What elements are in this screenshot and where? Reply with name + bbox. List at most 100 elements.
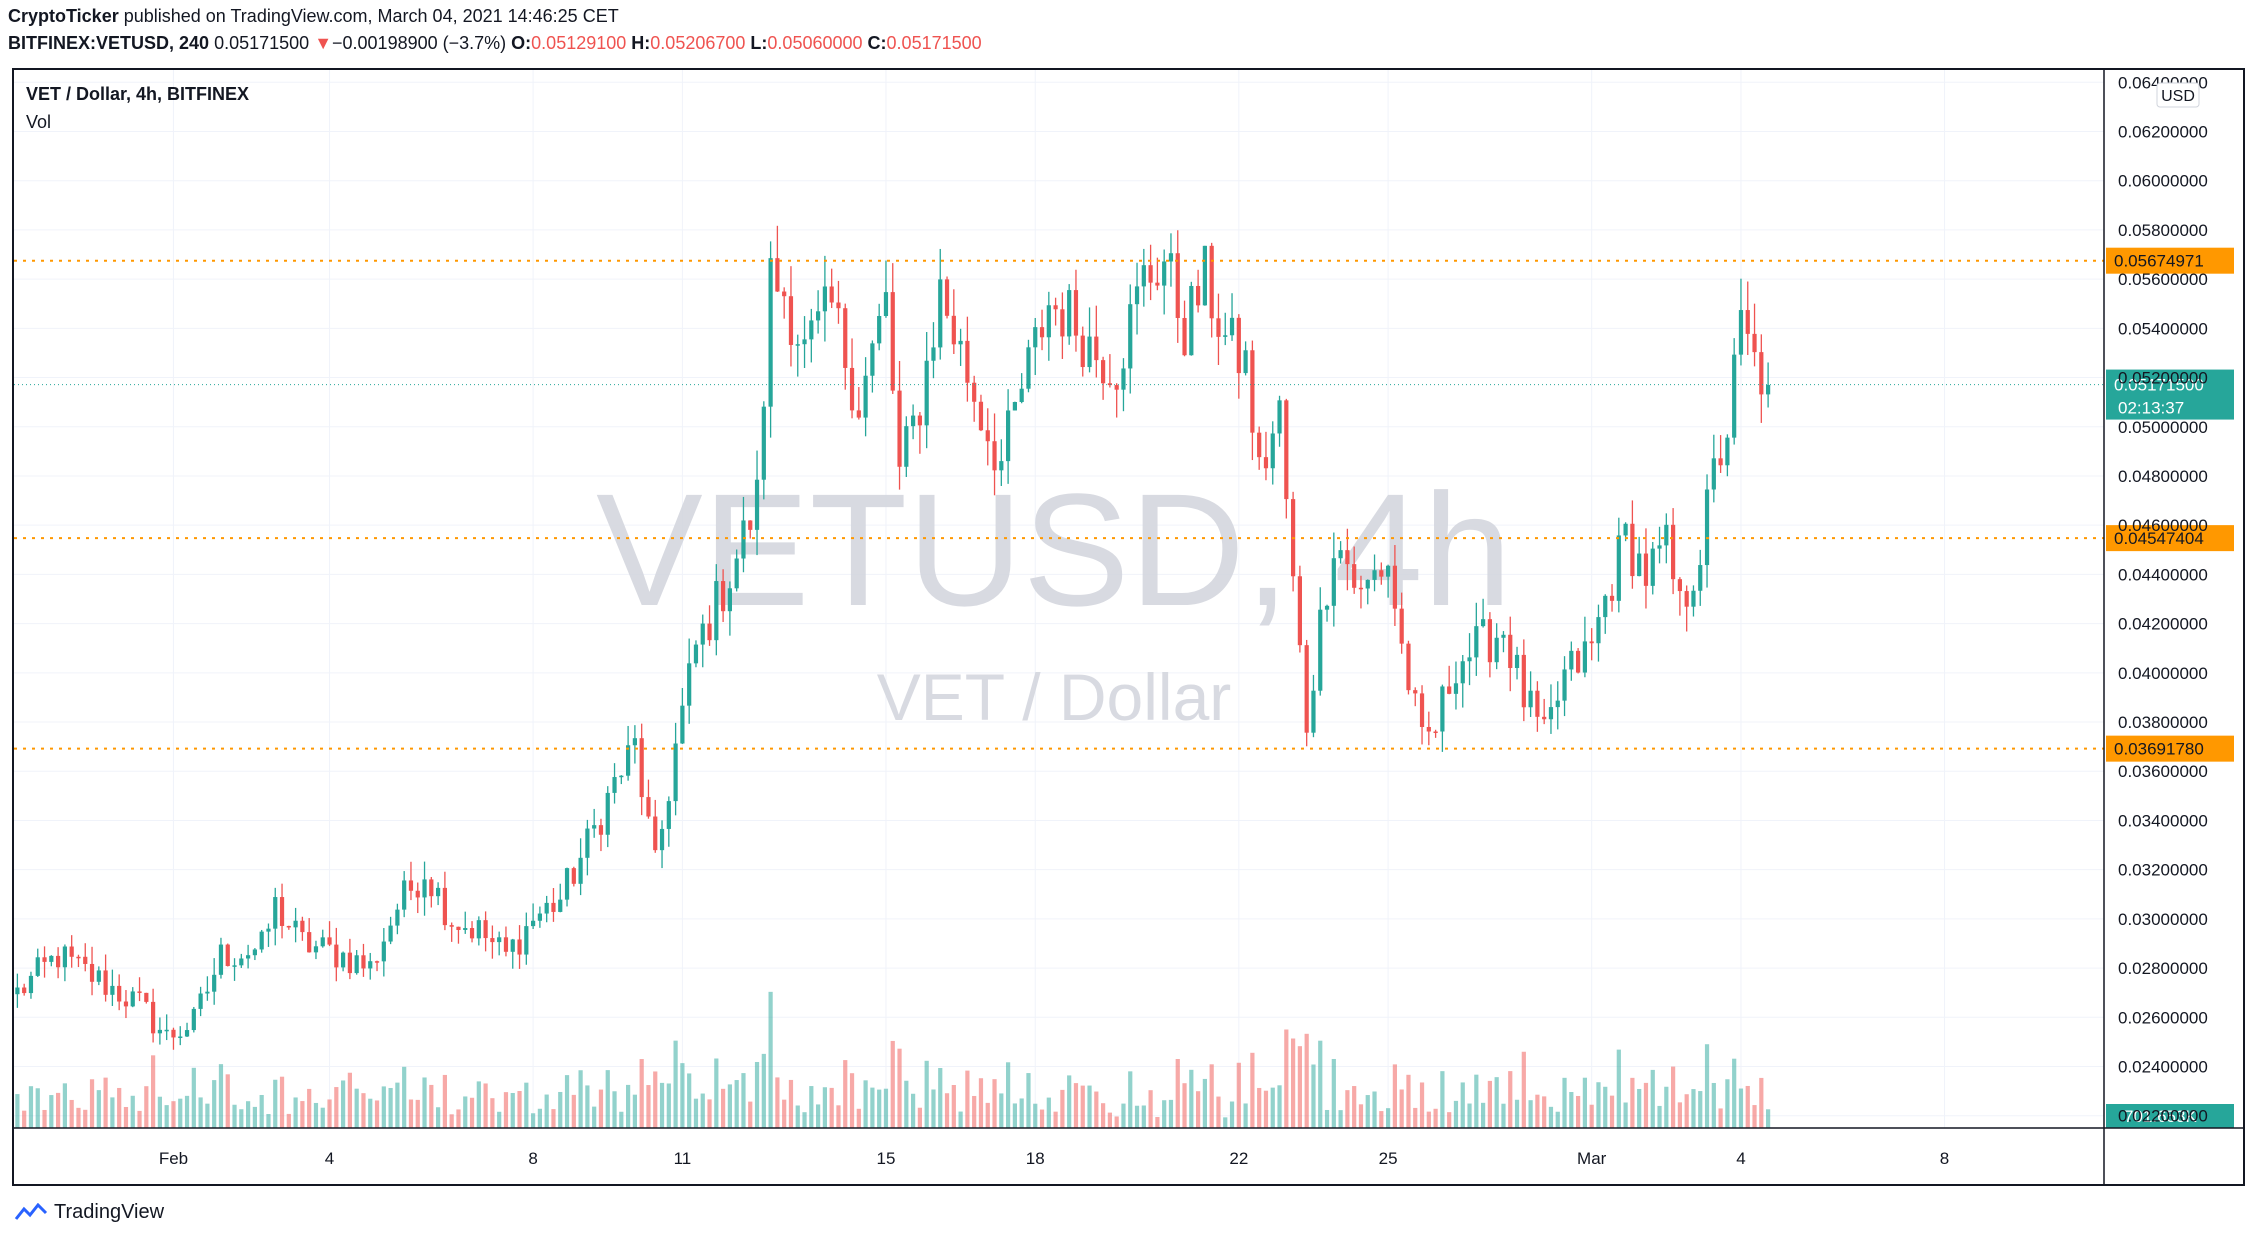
volume-bar	[347, 1072, 352, 1128]
candle-body	[951, 315, 956, 345]
candle-body	[849, 367, 855, 411]
x-tick-label: 4	[1736, 1149, 1745, 1168]
candle-body	[517, 939, 522, 955]
candle-body	[1766, 384, 1771, 395]
volume-bar	[1026, 1073, 1031, 1128]
candle-body	[1243, 350, 1248, 374]
candle-body	[178, 1036, 183, 1039]
legend-title[interactable]: VET / Dollar, 4h, BITFINEX	[26, 84, 249, 104]
volume-bar	[754, 1061, 760, 1128]
currency-badge[interactable]: USD	[2156, 82, 2200, 108]
volume-bar	[341, 1080, 346, 1128]
candle-body	[1528, 690, 1533, 708]
volume-bar	[1196, 1091, 1201, 1128]
legend-vol[interactable]: Vol	[26, 112, 51, 132]
volume-bar	[870, 1087, 875, 1128]
volume-label: 701.653K	[2124, 1107, 2197, 1126]
candle-body	[1555, 700, 1560, 708]
volume-bar	[517, 1091, 522, 1128]
volume-bar	[381, 1086, 386, 1128]
y-tick-label: 0.03600000	[2118, 762, 2208, 781]
volume-bar	[1331, 1058, 1336, 1128]
price-chart[interactable]: VETUSD, 4h VET / Dollar 0.05674971 0.0454…	[14, 70, 2243, 1184]
candle-body	[1684, 591, 1689, 607]
volume-bar	[56, 1092, 61, 1128]
candle-body	[252, 949, 257, 956]
volume-bar	[1128, 1071, 1133, 1128]
volume-bar	[361, 1093, 366, 1128]
volume-bar	[266, 1114, 271, 1128]
candle-body	[1229, 317, 1235, 336]
high-label: H:	[631, 33, 651, 53]
volume-bar	[1114, 1116, 1119, 1128]
candle-body	[1236, 317, 1241, 374]
candle-body	[96, 970, 101, 982]
candle-body	[408, 880, 414, 891]
candle-body	[388, 925, 393, 942]
volume-bar	[1467, 1103, 1472, 1128]
y-tick-label: 0.05000000	[2118, 418, 2208, 437]
volume-bar	[463, 1096, 468, 1128]
low-value: 0.05060000	[767, 33, 863, 53]
volume-bar	[734, 1080, 739, 1128]
candle-body	[42, 957, 47, 962]
candle-body	[171, 1029, 176, 1038]
volume-bar	[666, 1083, 671, 1128]
candle-body	[653, 816, 658, 851]
x-tick-label: 15	[877, 1149, 896, 1168]
candle-body	[1725, 437, 1730, 466]
candle-body	[1257, 432, 1262, 458]
tradingview-logo[interactable]: TradingView	[14, 1201, 164, 1224]
candle-body	[246, 955, 251, 959]
candle-body	[1535, 690, 1540, 717]
candle-body	[320, 937, 325, 947]
volume-bar	[578, 1070, 583, 1128]
candle-body	[843, 308, 848, 368]
volume-bar	[1718, 1108, 1723, 1128]
candle-body	[1277, 400, 1282, 434]
chart-frame[interactable]: VETUSD, 4h VET / Dollar 0.05674971 0.0454…	[12, 68, 2245, 1186]
volume-bar	[184, 1095, 190, 1128]
candle-body	[232, 965, 237, 967]
volume-bar	[1698, 1091, 1703, 1128]
volume-bar	[938, 1068, 943, 1128]
volume-bar	[863, 1080, 868, 1128]
close-label: C:	[867, 33, 887, 53]
change-arrow-icon: ▼	[314, 33, 333, 53]
volume-bar	[1406, 1074, 1411, 1128]
candle-body	[28, 975, 34, 994]
volume-bar	[849, 1073, 855, 1128]
volume-bar	[62, 1083, 67, 1128]
volume-bar	[999, 1093, 1004, 1128]
candle-body	[374, 961, 380, 963]
candle-body	[1508, 634, 1513, 669]
candle-body	[191, 1008, 196, 1031]
candle-body	[1392, 565, 1397, 609]
volume-bar	[1711, 1082, 1716, 1128]
candle-body	[782, 291, 787, 297]
candle-body	[883, 292, 889, 317]
publisher-name[interactable]: CryptoTicker	[8, 6, 119, 26]
candle-body	[1745, 310, 1750, 334]
volume-bar	[117, 1087, 122, 1128]
volume-bar	[246, 1101, 251, 1128]
volume-bar	[1006, 1062, 1011, 1128]
volume-bar	[1603, 1086, 1608, 1128]
volume-bar	[598, 1089, 604, 1128]
volume-bar	[212, 1080, 217, 1128]
volume-bar	[1338, 1110, 1343, 1128]
volume-bar	[1202, 1078, 1207, 1128]
y-tick-label: 0.02200000	[2118, 1107, 2208, 1126]
candle-body	[1419, 693, 1425, 728]
candle-body	[49, 955, 54, 962]
volume-bar	[1745, 1085, 1750, 1128]
candle-body	[1311, 690, 1316, 733]
volume-bar	[1019, 1098, 1024, 1128]
volume-bar	[476, 1081, 481, 1128]
candle-body	[157, 1029, 162, 1034]
volume-bar	[524, 1082, 529, 1128]
candle-body	[1474, 626, 1479, 658]
volume-bar	[883, 1088, 889, 1128]
volume-bar	[1752, 1105, 1757, 1128]
candle-body	[76, 956, 81, 959]
